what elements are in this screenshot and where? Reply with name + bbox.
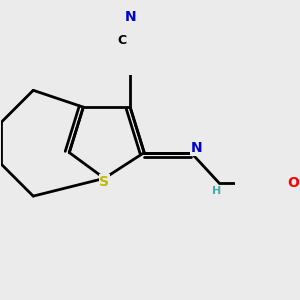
Text: H: H: [212, 186, 221, 197]
Text: C: C: [117, 34, 126, 47]
Text: N: N: [191, 141, 203, 155]
Text: O: O: [287, 176, 299, 190]
Text: S: S: [99, 175, 110, 189]
Text: N: N: [124, 10, 136, 24]
